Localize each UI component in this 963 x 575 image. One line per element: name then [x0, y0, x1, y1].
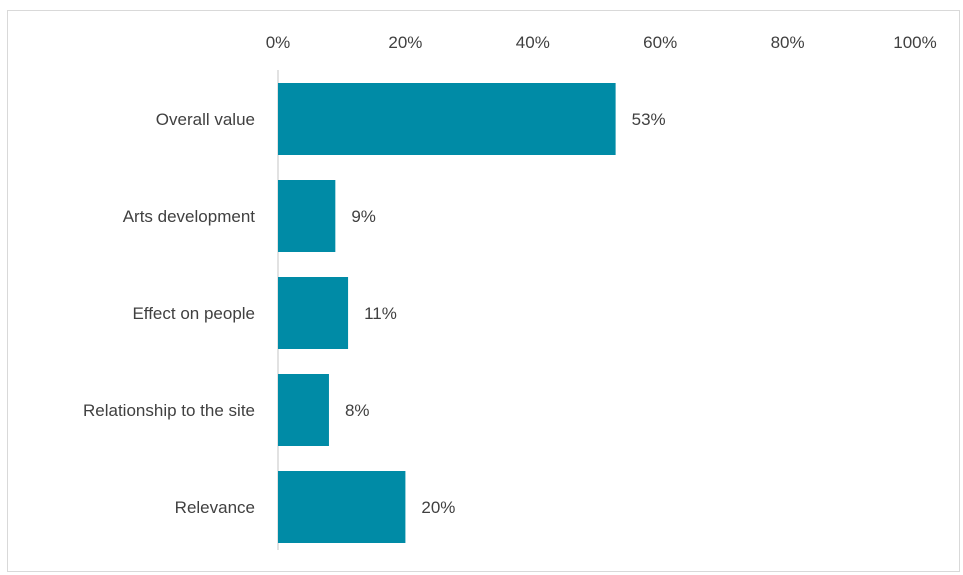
x-tick-label: 100% [893, 33, 936, 52]
data-label: 9% [351, 207, 376, 226]
category-label: Overall value [156, 110, 255, 129]
data-labels: 53% 9% 11% 8% 20% [345, 110, 666, 517]
category-labels: Overall value Arts development Effect on p… [83, 110, 255, 517]
data-label: 53% [632, 110, 666, 129]
category-label: Arts development [123, 207, 256, 226]
data-label: 8% [345, 401, 370, 420]
bar [278, 277, 349, 349]
data-label: 11% [364, 304, 397, 323]
x-axis-ticks: 0% 20% 40% 60% 80% 100% [266, 33, 937, 52]
data-label: 20% [421, 498, 455, 517]
bar [278, 83, 616, 155]
category-label: Effect on people [132, 304, 255, 323]
bar [278, 471, 406, 543]
category-label: Relationship to the site [83, 401, 255, 420]
x-tick-label: 20% [388, 33, 422, 52]
x-tick-label: 60% [643, 33, 677, 52]
category-label: Relevance [175, 498, 255, 517]
x-tick-label: 0% [266, 33, 291, 52]
bars [278, 83, 616, 543]
x-tick-label: 80% [771, 33, 805, 52]
bar [278, 180, 336, 252]
x-tick-label: 40% [516, 33, 550, 52]
bar [278, 374, 329, 446]
